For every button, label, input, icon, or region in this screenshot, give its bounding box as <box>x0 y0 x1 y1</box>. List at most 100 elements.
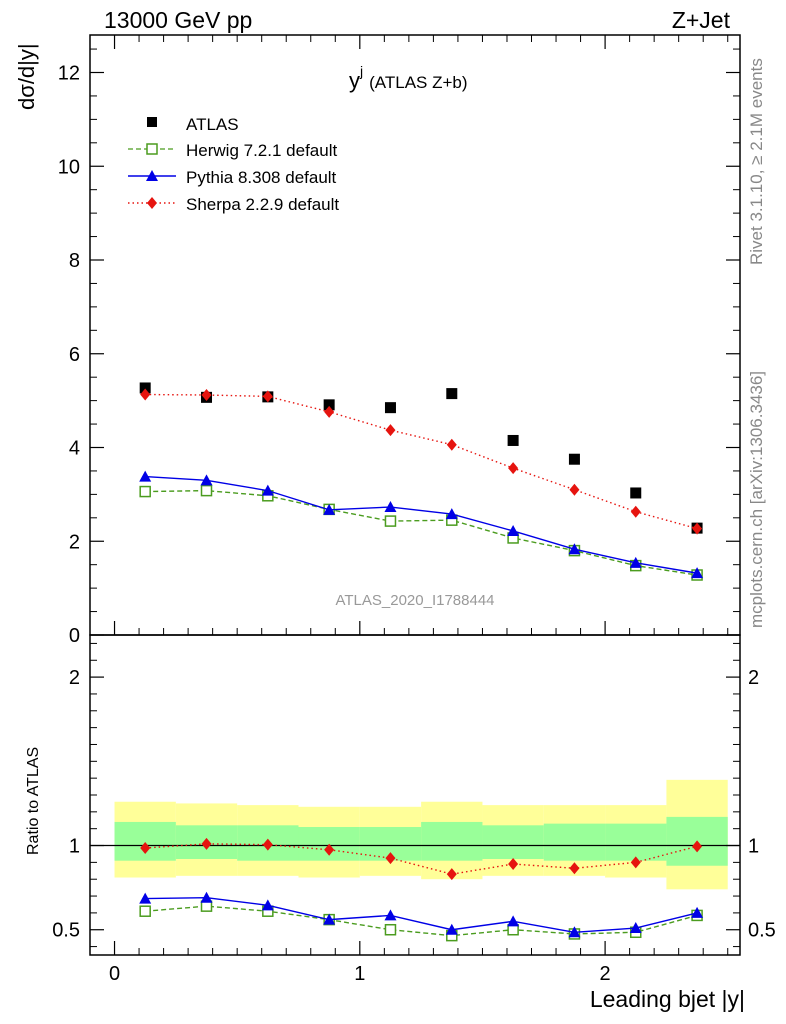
main-y-tick-label: 12 <box>58 63 80 85</box>
ratio-point-pythia <box>384 909 397 921</box>
ratio-point-pythia <box>568 926 581 938</box>
ratio-panel-frame <box>89 634 741 956</box>
ratio-y-tick-label-right: 2 <box>748 667 759 689</box>
legend-label-sherpa: Sherpa 2.2.9 default <box>186 195 339 214</box>
header-left: 13000 GeV pp <box>104 7 252 33</box>
ratio-point-pythia <box>445 923 458 935</box>
legend-entry-pythia: Pythia 8.308 default <box>128 168 337 187</box>
main-point-sherpa <box>262 390 273 403</box>
legend-label-herwig: Herwig 7.2.1 default <box>186 141 337 160</box>
main-point-sherpa <box>692 522 703 535</box>
ratio-point-sherpa <box>385 852 396 865</box>
main-point-pythia <box>200 474 213 486</box>
main-y-tick-label: 4 <box>69 438 80 460</box>
x-tick-label: 0 <box>109 963 120 985</box>
plot-title-superscript: j <box>359 63 363 79</box>
legend-marker-pythia <box>146 170 158 181</box>
ratio-point-sherpa <box>324 843 335 856</box>
main-line-pythia <box>145 475 698 574</box>
main-point-pythia <box>445 508 458 520</box>
ratio-panel-axes: 0.5 0.5 1 1 2 2 0 1 2 <box>52 642 776 985</box>
main-point-pythia <box>568 543 581 555</box>
main-panel-axes: 0 2 4 6 8 10 12 <box>58 35 740 647</box>
ratio-point-sherpa <box>630 856 641 869</box>
x-axis-label: Leading bjet |y| <box>590 986 745 1012</box>
ratio-panel-marks <box>90 779 740 942</box>
ratio-line-pythia <box>145 897 698 933</box>
legend-entry-sherpa: Sherpa 2.2.9 default <box>128 195 339 214</box>
ratio-band-stat <box>421 821 483 861</box>
main-point-atlas <box>323 399 335 411</box>
main-point-atlas <box>507 434 519 446</box>
main-point-herwig <box>384 515 397 527</box>
ratio-point-sherpa <box>201 837 212 850</box>
ratio-band-stat <box>605 823 667 861</box>
ratio-point-herwig <box>384 923 397 936</box>
rivet-version-label: Rivet 3.1.10, ≥ 2.1M events <box>747 58 766 265</box>
main-y-tick-label: 6 <box>69 344 80 366</box>
ratio-point-pythia <box>323 913 336 925</box>
main-point-herwig <box>200 484 213 497</box>
ratio-point-pythia <box>200 891 213 903</box>
main-line-sherpa <box>145 393 698 530</box>
ratio-band-stat <box>114 821 176 861</box>
ratio-point-pythia <box>261 899 274 911</box>
ratio-y-tick-label: 2 <box>69 667 80 689</box>
main-point-atlas <box>139 382 151 394</box>
ratio-band-stat <box>482 825 544 859</box>
plot-title-main: y <box>349 68 360 93</box>
main-y-axis-label: dσ/d|y| <box>14 43 39 110</box>
ratio-y-tick-label-right: 1 <box>748 836 759 858</box>
main-point-atlas <box>384 402 396 414</box>
main-point-sherpa <box>508 462 519 475</box>
analysis-watermark: ATLAS_2020_I1788444 <box>335 592 494 609</box>
ratio-y-tick-label: 1 <box>69 836 80 858</box>
legend-marker-atlas <box>147 117 157 127</box>
main-panel: 0 2 4 6 8 10 12 yj (ATLAS Z+b) dσ/d|y| ATLAS_20… <box>14 34 741 647</box>
main-point-sherpa <box>201 389 212 401</box>
main-y-tick-label: 10 <box>58 156 80 178</box>
main-y-tick-label: 2 <box>69 531 80 553</box>
main-point-herwig <box>139 485 151 498</box>
ratio-point-herwig <box>139 905 151 917</box>
ratio-point-sherpa <box>508 858 519 871</box>
main-point-atlas <box>446 388 458 400</box>
main-point-sherpa <box>569 483 580 496</box>
main-y-tick-label: 0 <box>69 625 80 647</box>
ratio-point-pythia <box>629 922 642 934</box>
ratio-y-axis-label: Ratio to ATLAS <box>25 747 42 855</box>
main-point-pythia <box>323 503 336 515</box>
ratio-point-sherpa <box>262 838 273 851</box>
main-line-herwig <box>145 489 698 576</box>
legend-label-atlas: ATLAS <box>186 115 239 134</box>
main-point-sherpa <box>446 438 457 451</box>
x-tick-label: 1 <box>354 963 365 985</box>
header-right: Z+Jet <box>672 7 731 33</box>
main-point-pythia <box>507 524 520 536</box>
main-point-pythia <box>629 556 642 568</box>
legend-marker-herwig <box>146 143 158 155</box>
main-point-sherpa <box>140 388 151 401</box>
ratio-panel: 0.5 0.5 1 1 2 2 0 1 2 Ratio to ATLAS Leading bje… <box>25 634 776 1012</box>
ratio-band-stat <box>543 823 606 861</box>
main-panel-marks <box>139 382 704 581</box>
legend-entry-atlas: ATLAS <box>147 115 239 134</box>
legend-marker-sherpa <box>147 197 157 209</box>
x-tick-label: 2 <box>600 963 611 985</box>
ratio-point-pythia <box>691 906 704 918</box>
main-point-atlas <box>630 487 642 499</box>
ratio-y-tick-label: 0.5 <box>52 920 80 942</box>
ratio-point-sherpa <box>692 840 703 853</box>
main-point-pythia <box>139 470 152 482</box>
main-point-sherpa <box>324 405 335 418</box>
ratio-point-sherpa <box>446 868 457 881</box>
plot-title-subtitle: (ATLAS Z+b) <box>369 73 467 92</box>
main-point-pythia <box>384 501 397 513</box>
main-point-sherpa <box>630 505 641 518</box>
main-point-atlas <box>568 453 580 465</box>
plot-title: yj (ATLAS Z+b) <box>349 63 468 93</box>
ratio-line-herwig <box>145 905 698 937</box>
legend: ATLAS Herwig 7.2.1 default Pythia 8.308 … <box>128 115 339 214</box>
main-y-tick-label: 8 <box>69 250 80 272</box>
